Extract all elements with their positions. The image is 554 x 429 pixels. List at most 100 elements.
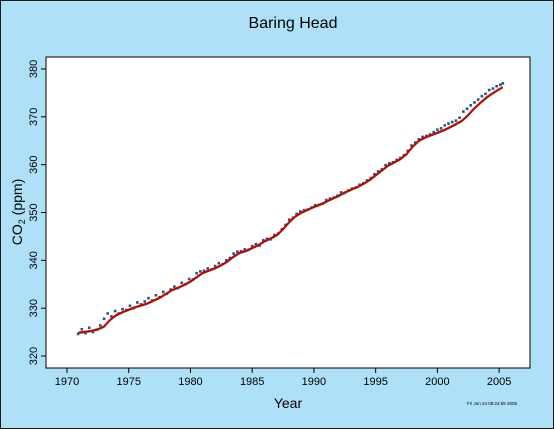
data-point [147, 296, 150, 300]
data-point [262, 238, 265, 242]
data-point [250, 244, 254, 248]
data-point [421, 135, 424, 139]
x-axis-title: Year [274, 395, 303, 411]
data-point [143, 300, 147, 303]
y-axis-title-main: CO [9, 224, 25, 245]
data-point [154, 293, 158, 297]
data-point [417, 137, 421, 141]
data-point [469, 104, 473, 107]
data-point [106, 312, 110, 315]
data-point [102, 317, 106, 321]
data-point [443, 124, 447, 127]
y-tick-label: 360 [28, 155, 40, 173]
data-point [376, 170, 380, 173]
y-tick-label: 340 [28, 251, 40, 269]
data-point [239, 249, 243, 253]
data-point [187, 277, 191, 281]
chart-title: Baring Head [249, 15, 338, 32]
data-point [287, 218, 291, 221]
data-point [136, 301, 139, 304]
data-point [80, 327, 84, 331]
data-point [228, 256, 232, 260]
data-point [499, 83, 502, 87]
y-tick-label: 350 [28, 203, 40, 221]
data-point [454, 119, 458, 122]
data-point [439, 126, 443, 130]
x-axis: 1970 1975 1980 1985 1990 1995 2000 2005 [55, 368, 511, 388]
data-point [328, 197, 332, 200]
data-point [202, 269, 206, 273]
data-point [406, 149, 410, 153]
y-axis-title-unit: (ppm) [9, 179, 25, 219]
data-point [236, 250, 239, 254]
data-point [128, 304, 132, 308]
data-point [206, 267, 210, 270]
data-point [384, 163, 387, 167]
data-point [465, 107, 469, 110]
data-point [173, 285, 176, 288]
y-tick-label: 370 [28, 108, 40, 126]
x-tick-label: 2000 [425, 376, 449, 388]
data-point [224, 259, 228, 262]
y-axis: 320 330 340 350 360 370 380 [28, 60, 46, 365]
data-point [501, 82, 505, 85]
data-point [447, 122, 450, 125]
x-tick-label: 1995 [363, 376, 387, 388]
data-point [273, 233, 276, 237]
data-point [295, 212, 298, 216]
x-tick-label: 1970 [55, 376, 79, 388]
data-point [232, 252, 235, 255]
data-point [473, 101, 476, 104]
data-point [458, 116, 461, 120]
data-point [373, 172, 376, 176]
y-tick-label: 380 [28, 60, 40, 78]
data-point [476, 98, 480, 101]
y-tick-label: 330 [28, 299, 40, 317]
data-point [199, 270, 202, 273]
x-tick-label: 1975 [116, 376, 140, 388]
data-point [299, 210, 302, 213]
y-axis-title: CO2 (ppm) [9, 179, 27, 245]
data-point [169, 288, 173, 291]
plot-area [45, 56, 531, 369]
data-point [410, 144, 413, 147]
data-point [243, 248, 247, 251]
data-point [491, 87, 495, 90]
data-point [436, 128, 439, 132]
data-point [195, 271, 198, 275]
data-point [110, 315, 113, 318]
data-point [302, 208, 306, 212]
data-point [487, 88, 491, 92]
data-point [480, 94, 484, 98]
fit-line [77, 86, 504, 334]
data-point [462, 110, 465, 113]
data-point [450, 120, 454, 124]
data-point [387, 161, 391, 165]
data-point [432, 130, 435, 134]
data-point [213, 264, 217, 268]
data-point [265, 237, 269, 241]
timestamp-stamp: Fri Jun 24 08:24:55 2005 [467, 401, 518, 406]
x-tick-label: 1985 [240, 376, 264, 388]
data-point [76, 332, 80, 336]
x-tick-label: 1980 [178, 376, 202, 388]
y-tick-label: 320 [28, 347, 40, 365]
fit-lines [77, 86, 504, 335]
x-tick-label: 2005 [487, 376, 511, 388]
y-axis-title-subscript: 2 [17, 219, 27, 224]
data-point [324, 198, 328, 202]
data-point [113, 309, 117, 313]
data-point [180, 281, 184, 285]
data-point [217, 261, 221, 265]
data-point [254, 242, 258, 246]
x-tick-label: 1990 [302, 376, 326, 388]
data-point [413, 141, 417, 144]
data-point [484, 92, 487, 96]
data-point [91, 330, 95, 334]
data-point [339, 191, 343, 194]
data-point [87, 326, 91, 330]
data-point [161, 290, 165, 294]
data-point [99, 324, 102, 327]
